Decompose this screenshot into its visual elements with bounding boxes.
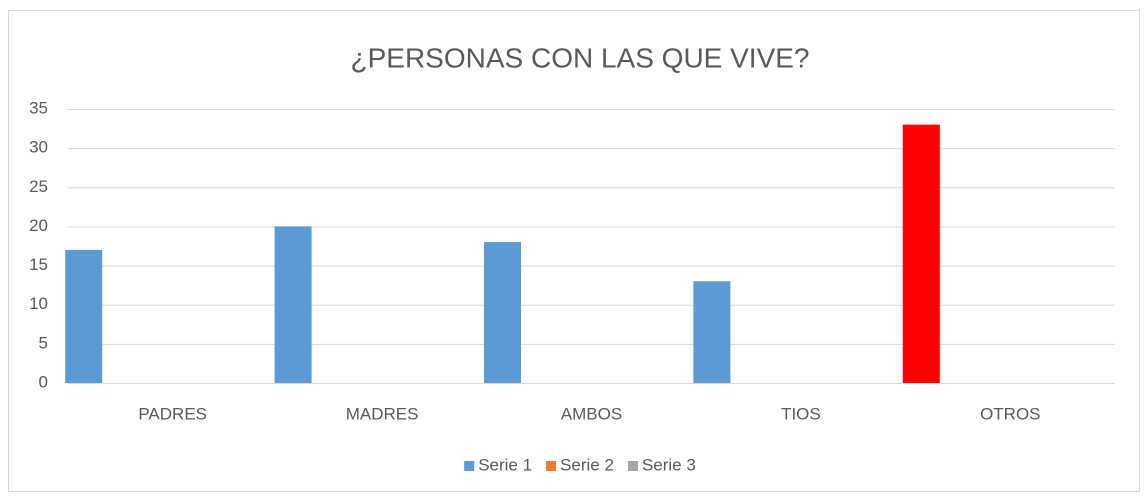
- legend-label: Serie 3: [642, 455, 696, 474]
- bar: [65, 249, 103, 383]
- chart-border: [8, 10, 1140, 492]
- bar: [274, 226, 312, 383]
- bar: [693, 281, 731, 383]
- y-tick-label: 10: [29, 294, 48, 313]
- legend-swatch: [464, 461, 475, 471]
- y-tick-label: 0: [39, 372, 48, 391]
- legend-swatch: [627, 461, 638, 471]
- y-tick-label: 5: [39, 333, 48, 352]
- x-tick-label: MADRES: [346, 404, 419, 423]
- chart-title: ¿PERSONAS CON LAS QUE VIVE?: [350, 42, 809, 73]
- x-tick-label: TIOS: [781, 404, 821, 423]
- y-tick-label: 35: [29, 98, 48, 117]
- y-tick-label: 15: [29, 255, 48, 274]
- legend-swatch: [546, 461, 557, 471]
- x-tick-label: OTROS: [980, 404, 1040, 423]
- y-tick-label: 30: [29, 138, 48, 157]
- bar: [902, 124, 940, 384]
- legend-label: Serie 2: [560, 455, 614, 474]
- bar: [484, 242, 521, 383]
- legend-label: Serie 1: [478, 455, 532, 474]
- x-tick-label: AMBOS: [561, 404, 622, 423]
- y-tick-label: 20: [29, 216, 48, 235]
- y-tick-label: 25: [29, 177, 48, 196]
- x-tick-label: PADRES: [138, 404, 207, 423]
